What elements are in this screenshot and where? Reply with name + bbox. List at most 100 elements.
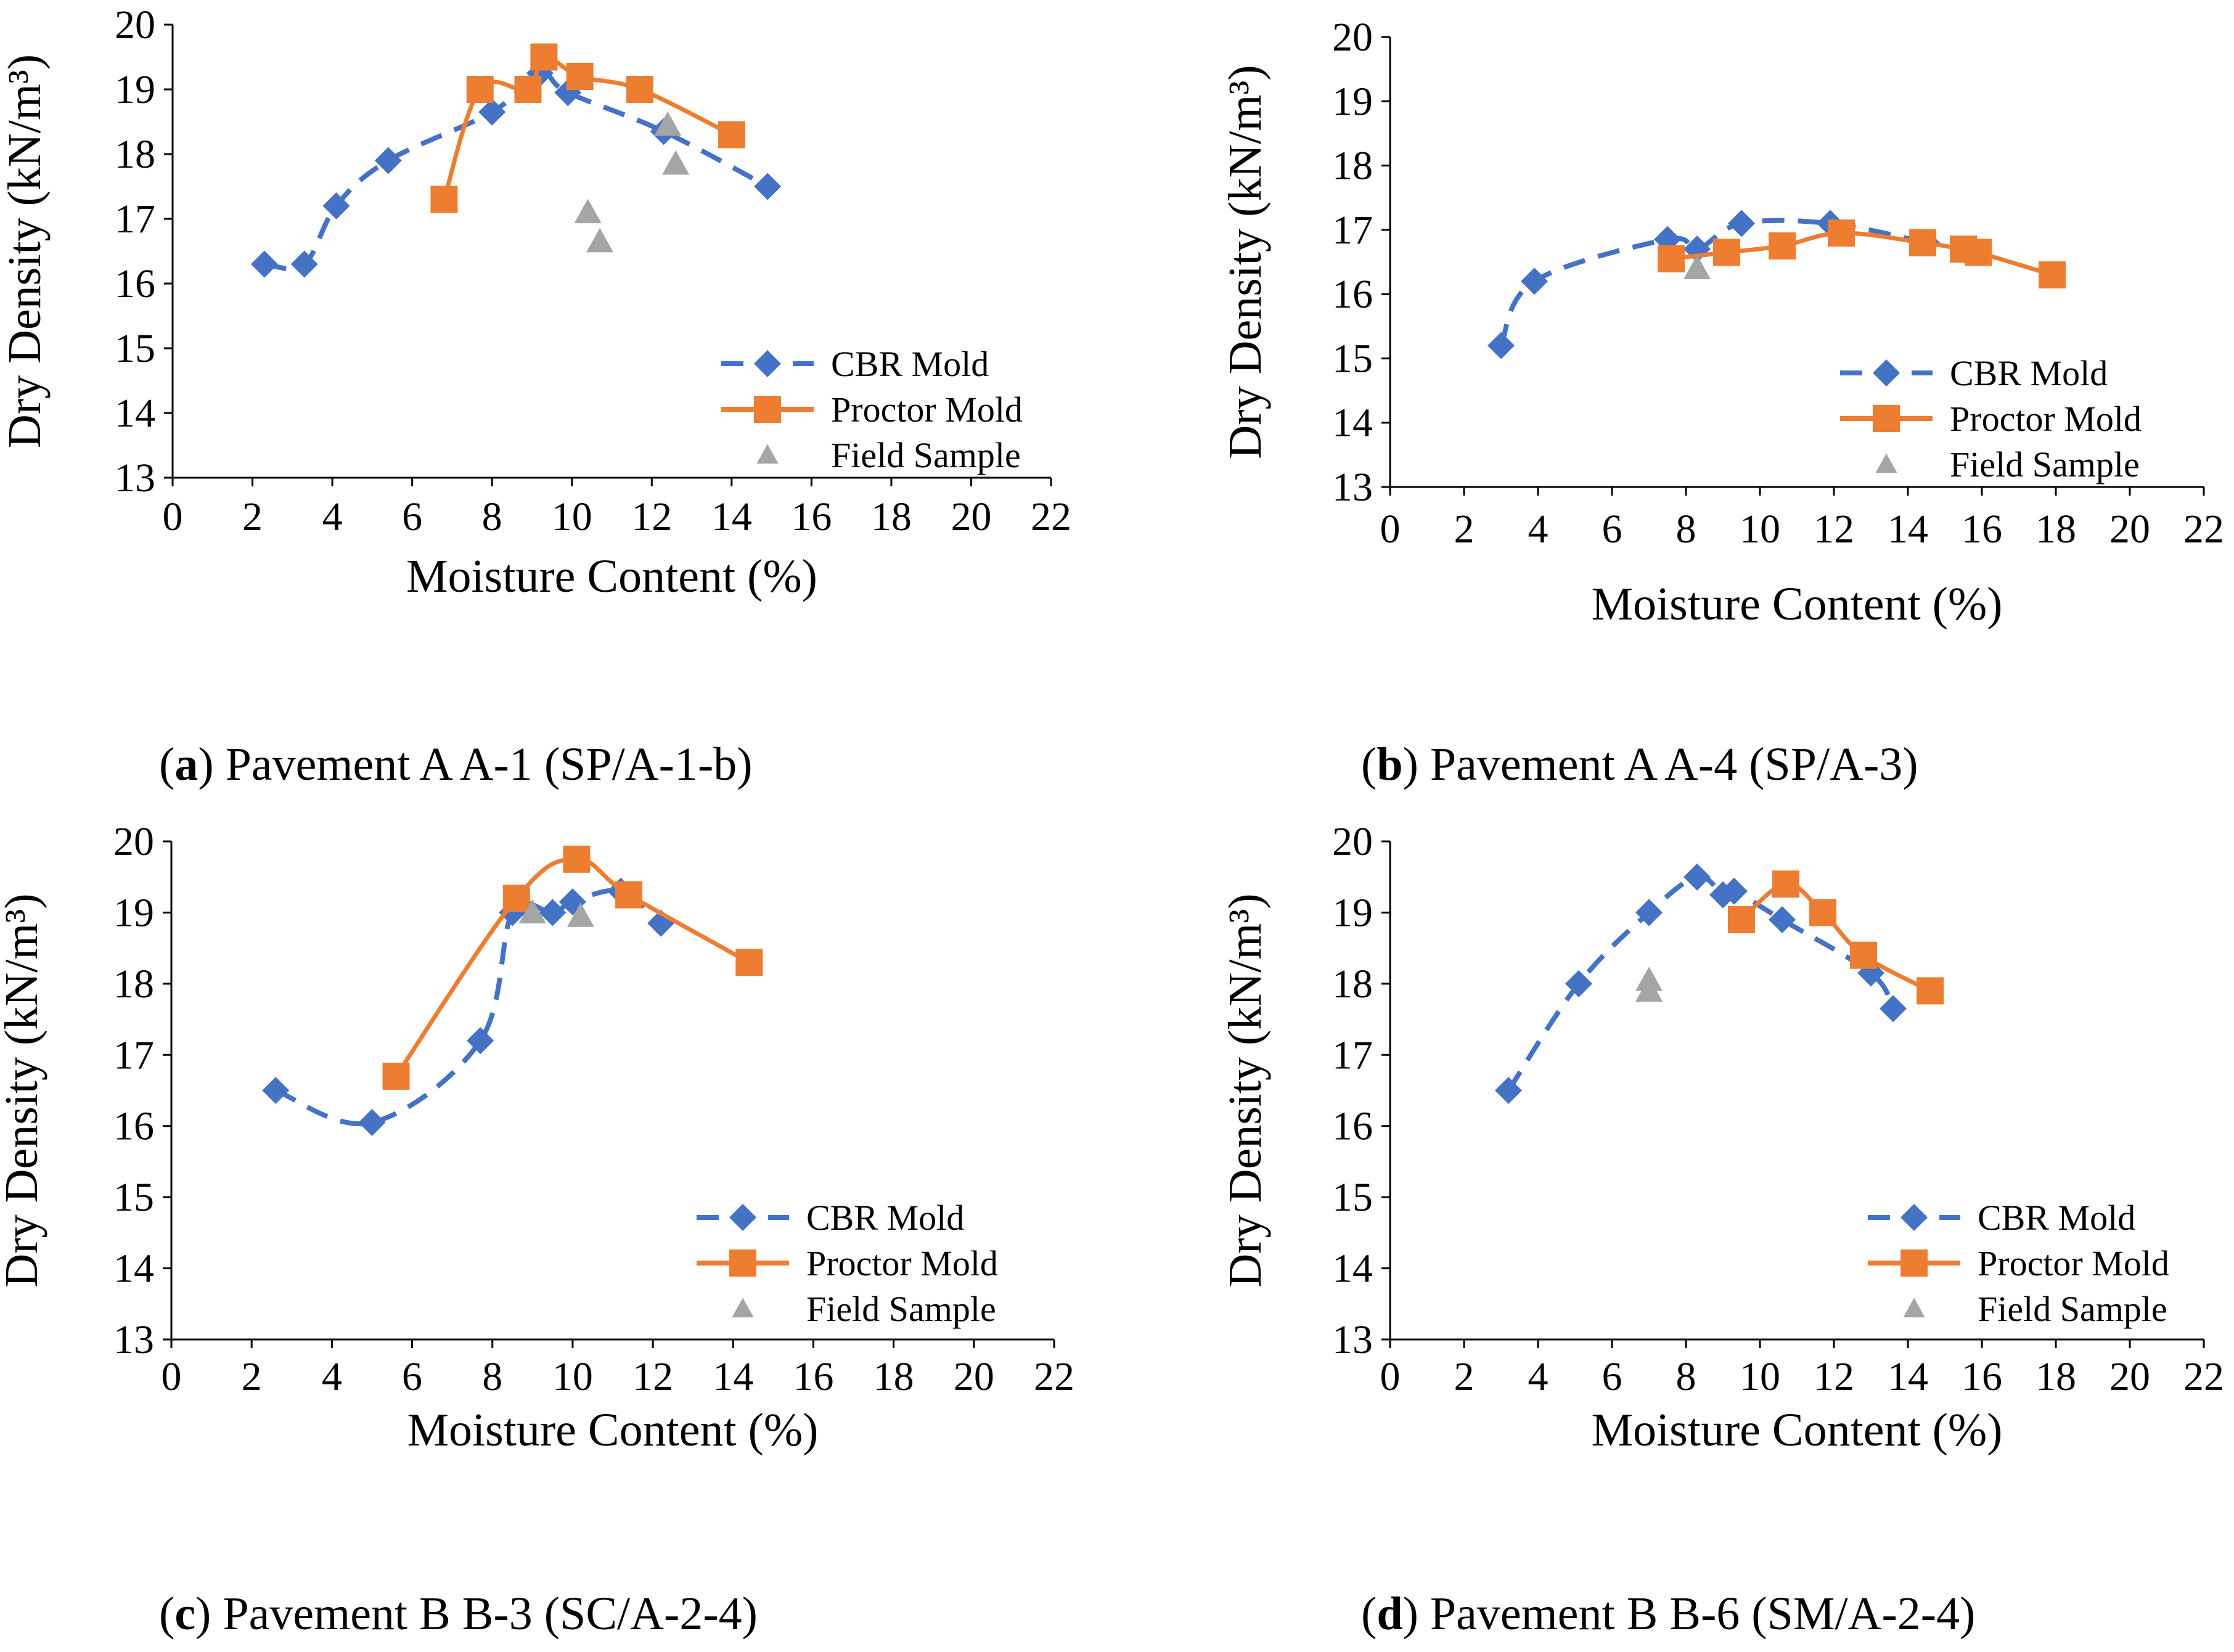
legend-marker-cbr (1873, 359, 1900, 386)
legend-label-cbr: CBR Mold (1950, 353, 2108, 393)
caption-a-text: ) Pavement A A-1 (SP/A-1-b) (198, 738, 753, 790)
y-axis-label: Dry Density (kN/m³) (0, 54, 51, 448)
y-tick-label: 16 (1332, 1104, 1373, 1149)
x-tick-label: 6 (402, 1354, 422, 1399)
data-point-proctor-mold (1728, 906, 1755, 933)
caption-c: (c) Pavement B B-3 (SC/A-2-4) (159, 1588, 758, 1640)
data-point-proctor-mold (1809, 899, 1836, 926)
data-point-field-sample (1684, 255, 1711, 280)
x-tick-label: 2 (1454, 1354, 1475, 1399)
legend-marker-proctor (754, 396, 781, 423)
data-point-cbr-mold (290, 250, 318, 278)
y-tick-label: 13 (115, 456, 155, 501)
y-tick-label: 13 (1332, 1317, 1373, 1362)
data-point-cbr-mold (1721, 877, 1748, 905)
legend-marker-cbr (729, 1204, 756, 1231)
legend-marker-field (732, 1298, 754, 1318)
y-tick-label: 19 (113, 890, 154, 935)
data-point-proctor-mold (1772, 870, 1799, 898)
y-tick-label: 20 (113, 819, 154, 864)
caption-a-letter: a (174, 738, 198, 790)
x-tick-label: 4 (322, 494, 343, 539)
legend-label-proctor: Proctor Mold (806, 1243, 998, 1283)
legend-label-field: Field Sample (806, 1289, 996, 1329)
data-point-proctor-mold (1828, 219, 1855, 247)
y-tick-label: 16 (115, 261, 155, 306)
x-tick-label: 20 (2109, 507, 2150, 552)
y-tick-label: 17 (1332, 208, 1373, 253)
data-point-proctor-mold (2039, 261, 2066, 288)
legend: CBR Mold Proctor Mold Field Sample (1840, 353, 2142, 485)
y-tick-label: 20 (1332, 819, 1373, 864)
data-point-cbr-mold (1769, 906, 1796, 933)
data-point-proctor-mold (1769, 232, 1796, 260)
x-tick-label: 14 (1888, 1354, 1928, 1399)
caption-d-text: ) Pavement B B-6 (SM/A-2-4) (1402, 1588, 1976, 1640)
data-point-cbr-mold (467, 1027, 494, 1055)
x-tick-label: 6 (402, 494, 422, 539)
data-point-cbr-mold (539, 899, 567, 926)
x-tick-label: 0 (163, 494, 183, 539)
x-tick-label: 4 (1528, 1354, 1549, 1399)
data-point-cbr-mold (1880, 995, 1907, 1023)
legend-label-cbr: CBR Mold (806, 1198, 964, 1238)
data-point-proctor-mold (530, 43, 558, 71)
x-tick-label: 22 (2183, 507, 2224, 552)
y-tick-label: 15 (113, 1175, 154, 1220)
data-point-proctor-mold (514, 76, 542, 103)
x-tick-label: 6 (1602, 507, 1622, 552)
data-point-proctor-mold (735, 949, 763, 976)
y-tick-label: 15 (115, 326, 155, 371)
data-point-proctor-mold (615, 881, 643, 909)
data-point-proctor-mold (1713, 239, 1740, 266)
data-point-cbr-mold (1728, 210, 1755, 237)
data-point-field-sample (1635, 977, 1663, 1002)
caption-b-letter: b (1377, 738, 1403, 790)
legend: CBR Mold Proctor Mold Field Sample (697, 1198, 998, 1329)
x-tick-label: 0 (1380, 507, 1401, 552)
x-tick-label: 22 (1034, 1354, 1074, 1399)
y-tick-label: 16 (1332, 272, 1373, 317)
x-axis-label: Moisture Content (%) (407, 1404, 818, 1456)
x-tick-label: 18 (874, 1354, 914, 1399)
legend-label-field: Field Sample (1978, 1289, 2167, 1329)
series-line-cbr-mold (274, 888, 663, 1126)
chart-d: 13 14 15 16 17 18 19 20 0 2 4 6 8 10 12 14 16 18 20 22 Moist… (1219, 819, 2224, 1456)
legend-label-cbr: CBR Mold (1978, 1198, 2135, 1238)
x-axis-label: Moisture Content (%) (1591, 1404, 2002, 1456)
legend-marker-proctor (729, 1249, 756, 1277)
x-tick-label: 2 (242, 494, 263, 539)
data-point-field-sample (662, 150, 690, 175)
legend-marker-cbr (754, 350, 781, 377)
data-point-proctor-mold (563, 845, 591, 873)
data-point-field-sample (518, 899, 546, 924)
y-tick-label: 14 (1332, 401, 1373, 446)
x-tick-label: 18 (2036, 1354, 2076, 1399)
data-point-proctor-mold (502, 885, 530, 912)
x-axis-label: Moisture Content (%) (1591, 578, 2002, 630)
data-point-proctor-mold (466, 76, 494, 103)
caption-c-letter: c (174, 1588, 196, 1640)
x-tick-label: 18 (2036, 507, 2076, 552)
data-point-cbr-mold (1495, 1077, 1522, 1104)
y-tick-label: 18 (1332, 962, 1373, 1007)
y-tick-label: 18 (115, 132, 155, 177)
data-point-cbr-mold (478, 98, 506, 126)
legend-marker-field (756, 444, 779, 464)
legend-marker-proctor (1901, 1249, 1928, 1277)
data-point-field-sample (654, 111, 682, 136)
y-tick-label: 17 (115, 197, 155, 242)
x-tick-label: 12 (1814, 1354, 1854, 1399)
data-point-cbr-mold (1521, 268, 1548, 295)
x-tick-label: 16 (793, 1354, 833, 1399)
legend: CBR Mold Proctor Mold Field Sample (1868, 1198, 2169, 1329)
y-axis-label: Dry Density (kN/m³) (0, 893, 47, 1287)
legend-label-cbr: CBR Mold (831, 344, 989, 384)
data-point-cbr-mold (358, 1108, 386, 1136)
x-tick-label: 20 (2109, 1354, 2150, 1399)
x-tick-label: 20 (951, 494, 991, 539)
data-point-cbr-mold (322, 192, 350, 219)
y-axis-label: Dry Density (kN/m³) (1219, 65, 1271, 459)
caption-d-letter: d (1377, 1588, 1403, 1640)
